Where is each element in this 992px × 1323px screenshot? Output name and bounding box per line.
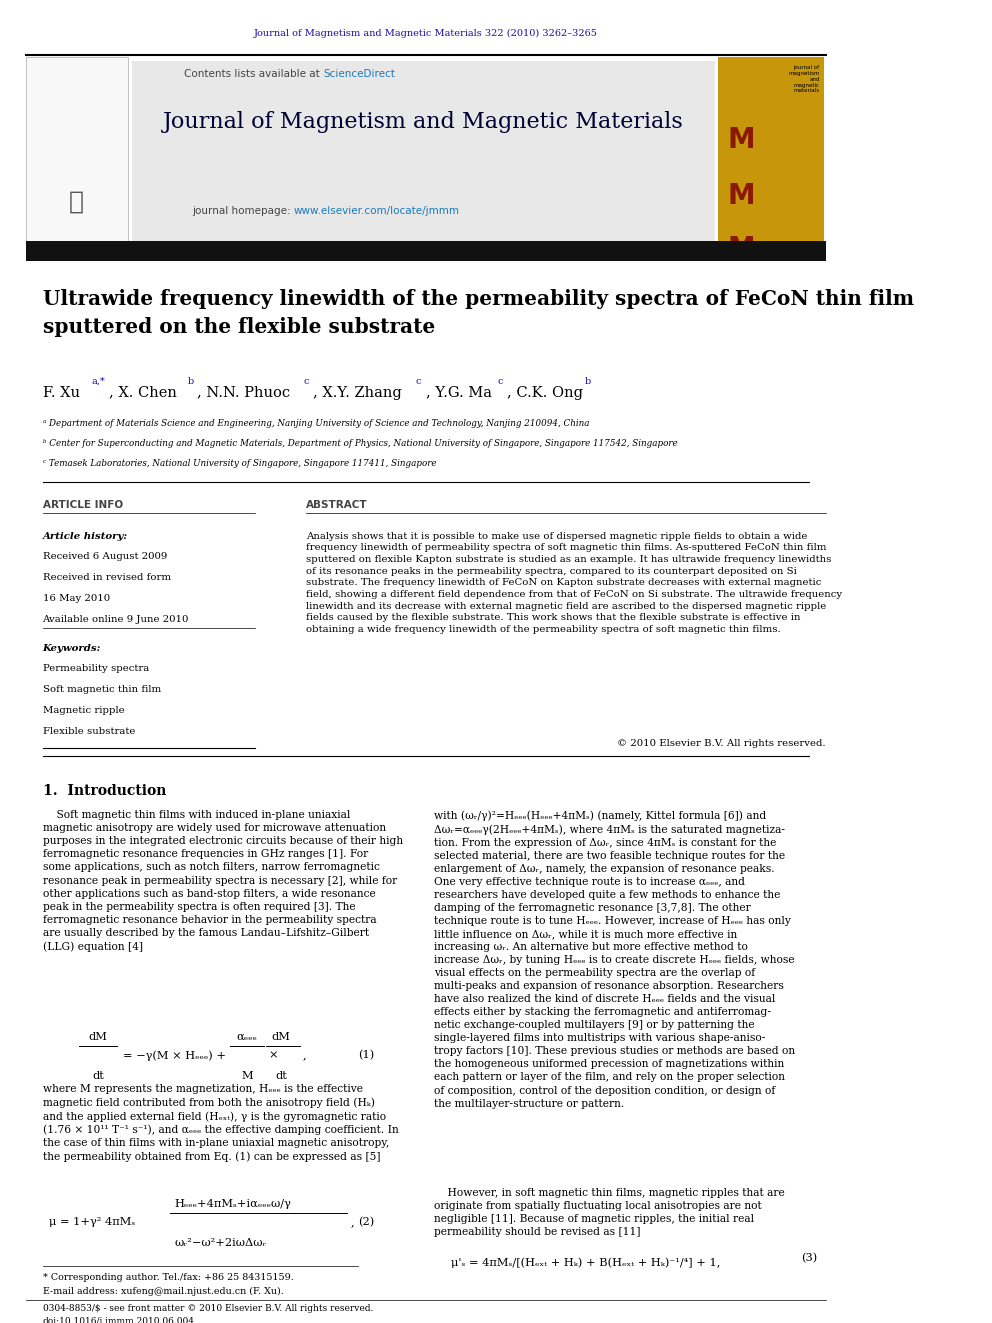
Text: dt: dt	[275, 1070, 287, 1081]
Text: Soft magnetic thin films with induced in-plane uniaxial
magnetic anisotropy are : Soft magnetic thin films with induced in…	[43, 811, 403, 951]
Text: journal homepage:: journal homepage:	[191, 206, 294, 216]
Text: F. Xu: F. Xu	[43, 385, 79, 400]
Text: dM: dM	[272, 1032, 291, 1043]
Text: dt: dt	[92, 1070, 104, 1081]
Text: Hₑₑₑ+4πMₛ+iαₑₑₑω/γ: Hₑₑₑ+4πMₛ+iαₑₑₑω/γ	[175, 1199, 292, 1209]
Text: ᵃ Department of Materials Science and Engineering, Nanjing University of Science: ᵃ Department of Materials Science and En…	[43, 419, 589, 429]
Text: 0304-8853/$ - see front matter © 2010 Elsevier B.V. All rights reserved.: 0304-8853/$ - see front matter © 2010 El…	[43, 1304, 373, 1314]
Text: ,: ,	[303, 1050, 306, 1060]
Text: c: c	[303, 377, 309, 385]
Text: , X.Y. Zhang: , X.Y. Zhang	[313, 385, 402, 400]
Text: Available online 9 June 2010: Available online 9 June 2010	[43, 615, 188, 624]
Text: Received 6 August 2009: Received 6 August 2009	[43, 553, 167, 561]
Text: doi:10.1016/j.jmmm.2010.06.004: doi:10.1016/j.jmmm.2010.06.004	[43, 1318, 194, 1323]
Text: However, in soft magnetic thin films, magnetic ripples that are
originate from s: However, in soft magnetic thin films, ma…	[434, 1188, 785, 1237]
Text: dM: dM	[88, 1032, 107, 1043]
Bar	[26, 57, 128, 250]
Text: b: b	[585, 377, 591, 385]
Text: Article history:: Article history:	[43, 532, 128, 541]
Text: © 2010 Elsevier B.V. All rights reserved.: © 2010 Elsevier B.V. All rights reserved…	[617, 738, 825, 747]
Text: , Y.G. Ma: , Y.G. Ma	[426, 385, 492, 400]
Text: ᵇ Center for Superconducting and Magnetic Materials, Department of Physics, Nati: ᵇ Center for Superconducting and Magneti…	[43, 439, 678, 448]
Text: , C.K. Ong: , C.K. Ong	[507, 385, 583, 400]
Bar	[132, 61, 715, 247]
Text: 16 May 2010: 16 May 2010	[43, 594, 110, 603]
Text: ×: ×	[268, 1050, 278, 1060]
Text: www.elsevier.com/locate/jmmm: www.elsevier.com/locate/jmmm	[294, 206, 459, 216]
Text: * Corresponding author. Tel./fax: +86 25 84315159.: * Corresponding author. Tel./fax: +86 25…	[43, 1273, 294, 1282]
Text: c: c	[497, 377, 503, 385]
Text: with (ωᵣ/γ)²=Hₑₑₑ(Hₑₑₑ+4πMₛ) (namely, Kittel formula [6]) and
Δωᵣ=αₑₑₑγ(2Hₑₑₑ+4π: with (ωᵣ/γ)²=Hₑₑₑ(Hₑₑₑ+4πMₛ) (namely, Ki…	[434, 811, 796, 1109]
Text: M: M	[728, 183, 756, 210]
Text: ABSTRACT: ABSTRACT	[307, 500, 368, 511]
Text: c: c	[416, 377, 421, 385]
Text: a,*: a,*	[92, 377, 106, 385]
Text: (2): (2)	[358, 1217, 375, 1228]
Text: ARTICLE INFO: ARTICLE INFO	[43, 500, 123, 511]
Text: M: M	[728, 234, 756, 262]
Text: Magnetic ripple: Magnetic ripple	[43, 706, 124, 716]
Text: M: M	[728, 127, 756, 155]
Bar	[26, 241, 825, 261]
Text: b: b	[187, 377, 193, 385]
Text: μ'ₛ = 4πMₛ/[(Hₑₓₜ + Hₖ) + B(Hₑₓₜ + Hₖ)⁻¹/⁴] + 1,: μ'ₛ = 4πMₛ/[(Hₑₓₜ + Hₖ) + B(Hₑₓₜ + Hₖ)⁻¹…	[451, 1257, 720, 1267]
Bar	[717, 57, 824, 250]
Text: (3): (3)	[801, 1253, 817, 1263]
Text: ScienceDirect: ScienceDirect	[323, 69, 396, 79]
Text: ᶜ Temasek Laboratories, National University of Singapore, Singapore 117411, Sing: ᶜ Temasek Laboratories, National Univers…	[43, 459, 436, 467]
Text: 🌳: 🌳	[69, 191, 84, 214]
Text: Flexible substrate: Flexible substrate	[43, 726, 135, 736]
Text: Journal of Magnetism and Magnetic Materials 322 (2010) 3262–3265: Journal of Magnetism and Magnetic Materi…	[254, 29, 597, 38]
Text: journal of
magnetism
and
magnetic
materials: journal of magnetism and magnetic materi…	[789, 65, 819, 94]
Text: (1): (1)	[358, 1050, 375, 1061]
Text: ,: ,	[351, 1217, 354, 1226]
Text: = −γ(M × Hₑₑₑ) +: = −γ(M × Hₑₑₑ) +	[123, 1050, 226, 1061]
Text: , N.N. Phuoc: , N.N. Phuoc	[197, 385, 291, 400]
Text: Keywords:: Keywords:	[43, 643, 101, 652]
Text: Ultrawide frequency linewidth of the permeability spectra of FeCoN thin film
spu: Ultrawide frequency linewidth of the per…	[43, 290, 914, 337]
Text: αₑₑₑ: αₑₑₑ	[236, 1032, 257, 1043]
Text: where M represents the magnetization, Hₑₑₑ is the effective
magnetic field contr: where M represents the magnetization, Hₑ…	[43, 1084, 399, 1162]
Text: ωᵣ²−ω²+2iωΔωᵣ: ωᵣ²−ω²+2iωΔωᵣ	[175, 1237, 267, 1248]
Text: Soft magnetic thin film: Soft magnetic thin film	[43, 685, 161, 695]
Text: Analysis shows that it is possible to make use of dispersed magnetic ripple fiel: Analysis shows that it is possible to ma…	[307, 532, 842, 634]
Text: M: M	[241, 1070, 253, 1081]
Text: ELSEVIER: ELSEVIER	[47, 250, 106, 261]
Text: Received in revised form: Received in revised form	[43, 573, 171, 582]
Text: 1.  Introduction: 1. Introduction	[43, 785, 166, 798]
Text: Journal of Magnetism and Magnetic Materials: Journal of Magnetism and Magnetic Materi…	[163, 111, 683, 132]
Text: , X. Chen: , X. Chen	[109, 385, 177, 400]
Text: Permeability spectra: Permeability spectra	[43, 664, 149, 673]
Text: Contents lists available at: Contents lists available at	[185, 69, 323, 79]
Text: E-mail address: xufeng@mail.njust.edu.cn (F. Xu).: E-mail address: xufeng@mail.njust.edu.cn…	[43, 1287, 284, 1297]
Text: μ = 1+γ² 4πMₛ: μ = 1+γ² 4πMₛ	[50, 1217, 136, 1226]
